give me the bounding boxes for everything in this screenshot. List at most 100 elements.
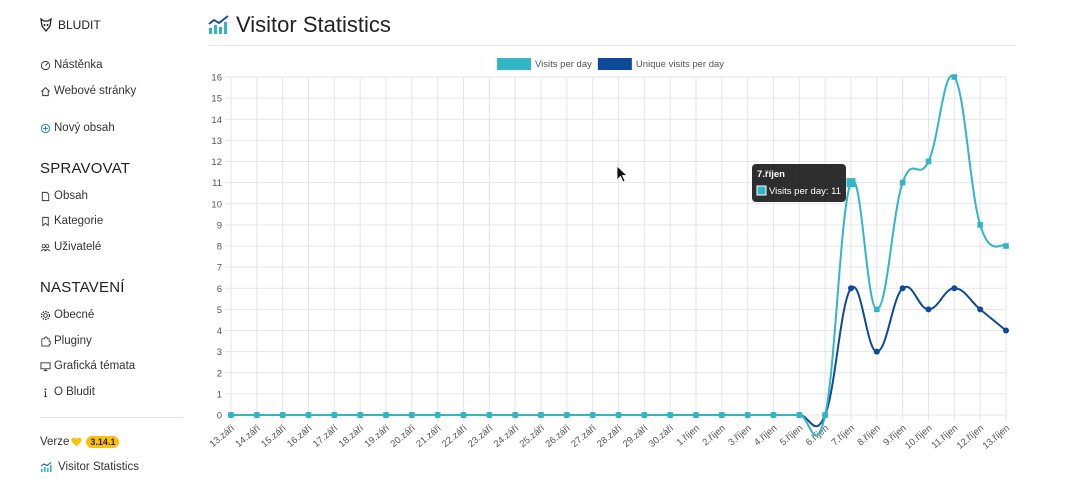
data-point[interactable] bbox=[822, 412, 828, 418]
x-tick-label: 21.září bbox=[414, 423, 444, 450]
x-tick-label: 24.září bbox=[492, 423, 522, 450]
chart-legend[interactable]: Visits per day Unique visits per day bbox=[497, 58, 724, 70]
sidebar-item-dashboard[interactable]: Nástěnka bbox=[40, 59, 103, 71]
x-tick-label: 27.září bbox=[569, 423, 599, 450]
sidebar-item-general[interactable]: Obecné bbox=[40, 309, 94, 321]
data-point[interactable] bbox=[693, 412, 699, 418]
data-point[interactable] bbox=[357, 412, 363, 418]
sidebar-item-new-content[interactable]: Nový obsah bbox=[40, 122, 115, 134]
data-point[interactable] bbox=[977, 222, 983, 228]
data-point[interactable] bbox=[615, 412, 622, 418]
home-icon bbox=[41, 86, 50, 96]
sidebar-item-label: Obecné bbox=[54, 309, 95, 321]
x-tick-label: 23.září bbox=[466, 423, 496, 450]
data-point[interactable] bbox=[641, 412, 648, 418]
x-tick-label: 4.říjen bbox=[752, 423, 779, 448]
data-point[interactable] bbox=[796, 412, 803, 418]
data-point[interactable] bbox=[331, 412, 338, 418]
data-point[interactable] bbox=[744, 412, 751, 418]
legend-label[interactable]: Unique visits per day bbox=[636, 59, 724, 70]
data-point[interactable] bbox=[848, 285, 854, 292]
sidebar-item-label: O Bludit bbox=[54, 386, 95, 398]
y-tick-label: 11 bbox=[212, 178, 222, 189]
y-tick-label: 6 bbox=[217, 284, 222, 295]
y-tick-label: 10 bbox=[211, 199, 222, 210]
x-tick-label: 3.říjen bbox=[726, 423, 753, 448]
section-manage-heading: SPRAVOVAT bbox=[40, 160, 131, 177]
version-badge: 3.14.1 bbox=[86, 436, 120, 448]
data-point[interactable] bbox=[667, 412, 673, 418]
data-point[interactable] bbox=[564, 412, 570, 418]
data-point[interactable] bbox=[305, 412, 312, 418]
data-point[interactable] bbox=[899, 285, 906, 292]
x-tick-label: 25.září bbox=[518, 423, 548, 450]
data-point[interactable] bbox=[589, 412, 596, 418]
data-point[interactable] bbox=[538, 412, 544, 418]
sidebar-item-website[interactable]: Webové stránky bbox=[40, 85, 136, 97]
data-point[interactable] bbox=[512, 412, 518, 418]
data-point[interactable] bbox=[951, 74, 958, 80]
brand[interactable]: BLUDIT bbox=[40, 18, 101, 32]
data-point[interactable] bbox=[460, 412, 467, 418]
data-point[interactable] bbox=[279, 412, 286, 418]
sidebar-item-label: Nový obsah bbox=[54, 122, 115, 134]
y-tick-label: 7 bbox=[217, 263, 222, 274]
tooltip-title: 7.říjen bbox=[757, 169, 785, 180]
data-point-hover[interactable] bbox=[846, 178, 856, 188]
data-point[interactable] bbox=[899, 179, 906, 186]
data-point[interactable] bbox=[951, 285, 958, 292]
sidebar-item-categories[interactable]: Kategorie bbox=[40, 215, 103, 227]
data-point[interactable] bbox=[873, 348, 880, 355]
sidebar-item-label: Grafická témata bbox=[54, 360, 136, 372]
puzzle-icon bbox=[41, 336, 51, 346]
x-tick-label: 5.říjen bbox=[778, 423, 805, 448]
data-point[interactable] bbox=[254, 412, 260, 418]
chart-grid bbox=[225, 76, 1007, 421]
x-tick-label: 28.září bbox=[595, 423, 625, 450]
x-tick-label: 22.září bbox=[440, 423, 470, 450]
data-point[interactable] bbox=[228, 412, 234, 418]
sidebar-divider bbox=[40, 417, 183, 418]
tooltip-label: Visits per day: 11 bbox=[769, 186, 841, 197]
x-tick-label: 11.říjen bbox=[929, 423, 960, 451]
sidebar-item-themes[interactable]: Grafická témata bbox=[40, 360, 135, 372]
data-point[interactable] bbox=[925, 306, 932, 313]
page-header: Visitor Statistics bbox=[208, 12, 391, 38]
legend-swatch[interactable] bbox=[497, 58, 531, 70]
x-tick-label: 8.říjen bbox=[855, 423, 882, 448]
data-point[interactable] bbox=[977, 306, 984, 313]
data-point[interactable] bbox=[1003, 327, 1009, 334]
data-point[interactable] bbox=[719, 412, 725, 418]
x-tick-label: 30.září bbox=[647, 423, 677, 450]
data-point[interactable] bbox=[1003, 243, 1009, 249]
data-point[interactable] bbox=[486, 412, 493, 418]
sidebar-item-label: Webové stránky bbox=[54, 85, 137, 97]
data-point[interactable] bbox=[409, 412, 415, 418]
sidebar-item-content[interactable]: Obsah bbox=[40, 190, 88, 202]
sidebar-item-label: Obsah bbox=[54, 190, 88, 202]
y-tick-label: 8 bbox=[217, 242, 222, 253]
data-point[interactable] bbox=[383, 412, 389, 418]
x-tick-label: 19.září bbox=[363, 423, 393, 450]
sidebar-item-visitor-statistics[interactable]: Visitor Statistics bbox=[40, 461, 139, 473]
y-tick-label: 5 bbox=[217, 305, 222, 316]
sidebar: BLUDIT Nástěnka Webové stránky Nový obsa… bbox=[0, 0, 200, 483]
data-point[interactable] bbox=[925, 158, 932, 165]
tooltip-box bbox=[752, 164, 846, 202]
data-point[interactable] bbox=[770, 412, 777, 418]
sidebar-item-plugins[interactable]: Pluginy bbox=[40, 335, 92, 347]
legend-swatch[interactable] bbox=[597, 58, 632, 70]
x-tick-label: 1.říjen bbox=[675, 423, 702, 448]
data-point[interactable] bbox=[434, 412, 441, 418]
y-tick-label: 4 bbox=[217, 326, 222, 337]
data-point[interactable] bbox=[874, 306, 880, 313]
sidebar-item-label: Uživatelé bbox=[54, 241, 102, 253]
x-tick-label: 12.říjen bbox=[955, 423, 986, 452]
legend-label[interactable]: Visits per day bbox=[535, 59, 592, 70]
header-divider bbox=[208, 45, 1016, 46]
x-tick-label: 13.říjen bbox=[981, 423, 1012, 452]
sidebar-item-about[interactable]: O Bludit bbox=[40, 386, 95, 398]
stats-icon bbox=[40, 462, 52, 472]
sidebar-item-users[interactable]: Uživatelé bbox=[40, 241, 101, 253]
